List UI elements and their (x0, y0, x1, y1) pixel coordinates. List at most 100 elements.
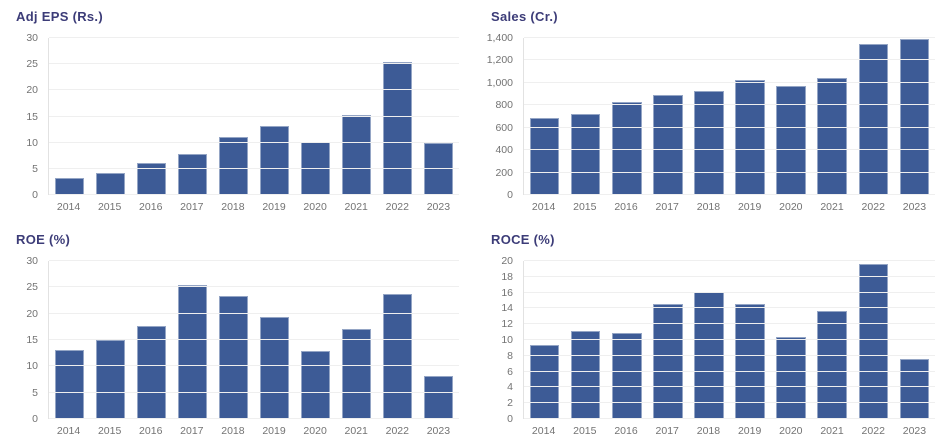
gridline (49, 63, 459, 65)
bar-2019[interactable] (259, 317, 290, 419)
gridline (524, 275, 935, 277)
x-axis: 2014 2015 2016 2017 2018 2019 2020 2021 2022 2023 (48, 425, 459, 441)
bar-2014[interactable] (54, 350, 85, 419)
y-tick-label: 200 (495, 166, 513, 179)
y-tick-label: 1,000 (486, 76, 513, 89)
bar-slot (853, 38, 894, 195)
gridline (524, 149, 935, 151)
y-tick-label: 400 (495, 144, 513, 157)
x-tick-label-2014: 2014 (56, 201, 81, 213)
bar-2016[interactable] (611, 332, 642, 419)
bar-slot (688, 261, 729, 419)
chart-adj-eps: Adj EPS (Rs.) 0 5 10 15 20 25 30 2014 2015 2016 2… (0, 0, 475, 223)
bar-2020[interactable] (300, 350, 331, 419)
y-tick-label: 5 (32, 162, 38, 175)
x-tick-label-2014: 2014 (56, 425, 81, 437)
bar-2022[interactable] (858, 264, 889, 419)
bar-2021[interactable] (341, 328, 372, 419)
bar-2021[interactable] (817, 310, 847, 419)
plot-area (523, 37, 935, 195)
bar-2017[interactable] (177, 284, 208, 419)
bar-slot (729, 38, 770, 195)
bar-slot (377, 38, 418, 195)
plot-area (523, 260, 935, 419)
bar-2022[interactable] (382, 294, 413, 419)
bar-2015[interactable] (95, 340, 126, 419)
gridline (49, 286, 459, 288)
bar-2017[interactable] (177, 153, 208, 195)
bar-2018[interactable] (218, 296, 249, 419)
bar-slot (418, 261, 459, 419)
bar-2021[interactable] (817, 78, 847, 195)
bar-slot (729, 261, 770, 419)
gridline (524, 194, 935, 195)
bar-2014[interactable] (54, 178, 85, 195)
x-tick-label-2019: 2019 (737, 201, 762, 213)
bar-2019[interactable] (259, 126, 290, 195)
bar-slot (172, 38, 213, 195)
bar-slot (295, 38, 336, 195)
bars-container (49, 38, 459, 195)
bar-2023[interactable] (899, 38, 930, 195)
x-tick-label-2019: 2019 (737, 425, 762, 437)
bar-2015[interactable] (95, 172, 126, 195)
gridline (524, 386, 935, 388)
gridline (49, 418, 459, 419)
bar-2018[interactable] (218, 136, 249, 195)
bar-2020[interactable] (776, 86, 806, 195)
x-tick-label-2020: 2020 (303, 201, 327, 213)
gridline (524, 323, 935, 325)
y-tick-label: 1,400 (486, 32, 513, 44)
bar-2020[interactable] (776, 336, 806, 419)
y-tick-label: 8 (507, 349, 513, 362)
bar-2014[interactable] (529, 344, 560, 419)
bar-2016[interactable] (611, 102, 642, 195)
x-tick-label-2021: 2021 (820, 425, 844, 437)
bar-2017[interactable] (653, 95, 683, 195)
bar-2019[interactable] (735, 79, 765, 195)
y-tick-label: 15 (26, 334, 38, 346)
bar-slot (606, 261, 647, 419)
y-tick-label: 14 (501, 302, 513, 315)
bar-2014[interactable] (529, 117, 560, 195)
x-tick-label-2018: 2018 (696, 201, 721, 213)
bar-2018[interactable] (694, 91, 724, 195)
gridline (524, 307, 935, 309)
bar-2023[interactable] (423, 376, 454, 419)
bar-2023[interactable] (899, 358, 930, 419)
x-tick-label-2022: 2022 (385, 425, 409, 437)
bar-slot (812, 38, 853, 195)
bar-2022[interactable] (382, 61, 413, 195)
x-tick-label-2014: 2014 (531, 425, 556, 437)
bar-2016[interactable] (136, 325, 167, 419)
bar-2015[interactable] (570, 330, 601, 419)
x-tick-label-2015: 2015 (573, 201, 597, 213)
bar-2022[interactable] (858, 43, 889, 195)
gridline (49, 312, 459, 314)
bar-slot (377, 261, 418, 419)
bar-slot (606, 38, 647, 195)
gridline (49, 115, 459, 117)
y-tick-label: 18 (501, 270, 513, 283)
x-tick-label-2018: 2018 (696, 425, 721, 437)
y-tick-label: 0 (507, 189, 513, 201)
bars-container (524, 261, 935, 419)
bar-2017[interactable] (653, 303, 683, 419)
y-tick-label: 1,200 (486, 54, 513, 67)
x-tick-label-2022: 2022 (861, 201, 885, 213)
gridline (524, 171, 935, 173)
bar-slot (647, 38, 688, 195)
bars-container (524, 38, 935, 195)
bar-slot (894, 38, 935, 195)
bar-slot (336, 38, 377, 195)
gridline (49, 194, 459, 195)
x-tick-label-2019: 2019 (262, 201, 286, 213)
x-tick-label-2020: 2020 (303, 425, 327, 437)
bars-container (49, 261, 459, 419)
x-tick-label-2023: 2023 (426, 201, 451, 213)
bar-slot (295, 261, 336, 419)
x-tick-label-2018: 2018 (221, 425, 245, 437)
bar-slot (172, 261, 213, 419)
bar-2021[interactable] (341, 115, 372, 195)
x-tick-label-2016: 2016 (139, 425, 163, 437)
